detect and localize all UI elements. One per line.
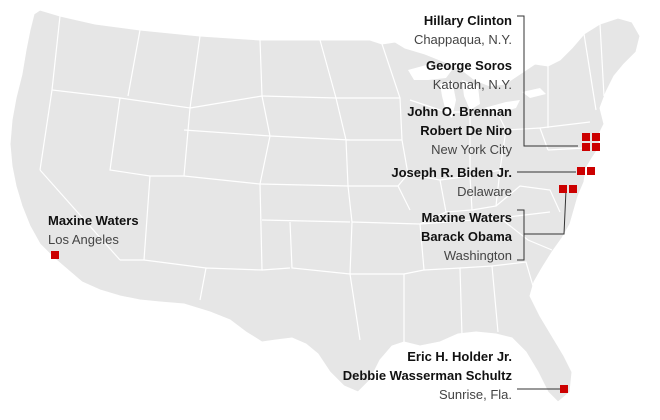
person-name: Hillary Clinton — [423, 13, 512, 28]
label-sunrise: Eric H. Holder Jr. Debbie Wasserman Schu… — [343, 347, 512, 404]
place-name: Washington — [443, 248, 512, 263]
markers — [51, 133, 600, 393]
marker-delaware — [587, 167, 595, 175]
person-name: Maxine Waters — [421, 210, 512, 225]
us-landmass — [9, 9, 641, 403]
bracket-washington — [517, 189, 567, 261]
marker-nyc — [582, 143, 590, 151]
place-name: Delaware — [457, 184, 512, 199]
marker-nyc — [582, 133, 590, 141]
bracket-new-york — [517, 15, 578, 147]
place-name: Sunrise, Fla. — [439, 387, 512, 402]
label-chappaqua: Hillary Clinton Chappaqua, N.Y. — [414, 11, 512, 49]
person-name: Debbie Wasserman Schultz — [342, 368, 512, 383]
person-name: Eric H. Holder Jr. — [407, 349, 512, 364]
marker-nyc — [592, 143, 600, 151]
leader-lines — [517, 15, 578, 390]
label-katonah: George Soros Katonah, N.Y. — [426, 56, 512, 94]
label-washington: Maxine Waters Barack Obama Washington — [421, 208, 512, 265]
marker-washington — [569, 185, 577, 193]
person-name: John O. Brennan — [407, 104, 512, 119]
place-name: Chappaqua, N.Y. — [413, 32, 512, 47]
person-name: Barack Obama — [420, 229, 512, 244]
person-name: Maxine Waters — [48, 213, 139, 228]
label-los-angeles: Maxine Waters Los Angeles — [48, 211, 139, 249]
great-lakes — [408, 64, 546, 118]
person-name: George Soros — [426, 58, 512, 73]
state-borders — [39, 15, 605, 342]
place-name: Los Angeles — [48, 232, 119, 247]
place-name: Katonah, N.Y. — [432, 77, 512, 92]
label-delaware: Joseph R. Biden Jr. Delaware — [391, 163, 512, 201]
marker-washington — [559, 185, 567, 193]
person-name: Joseph R. Biden Jr. — [391, 165, 512, 180]
marker-delaware — [577, 167, 585, 175]
label-new-york-city: John O. Brennan Robert De Niro New York … — [407, 102, 512, 159]
person-name: Robert De Niro — [420, 123, 512, 138]
marker-sunrise — [560, 385, 568, 393]
place-name: New York City — [431, 142, 512, 157]
marker-nyc — [592, 133, 600, 141]
marker-los-angeles — [51, 251, 59, 259]
